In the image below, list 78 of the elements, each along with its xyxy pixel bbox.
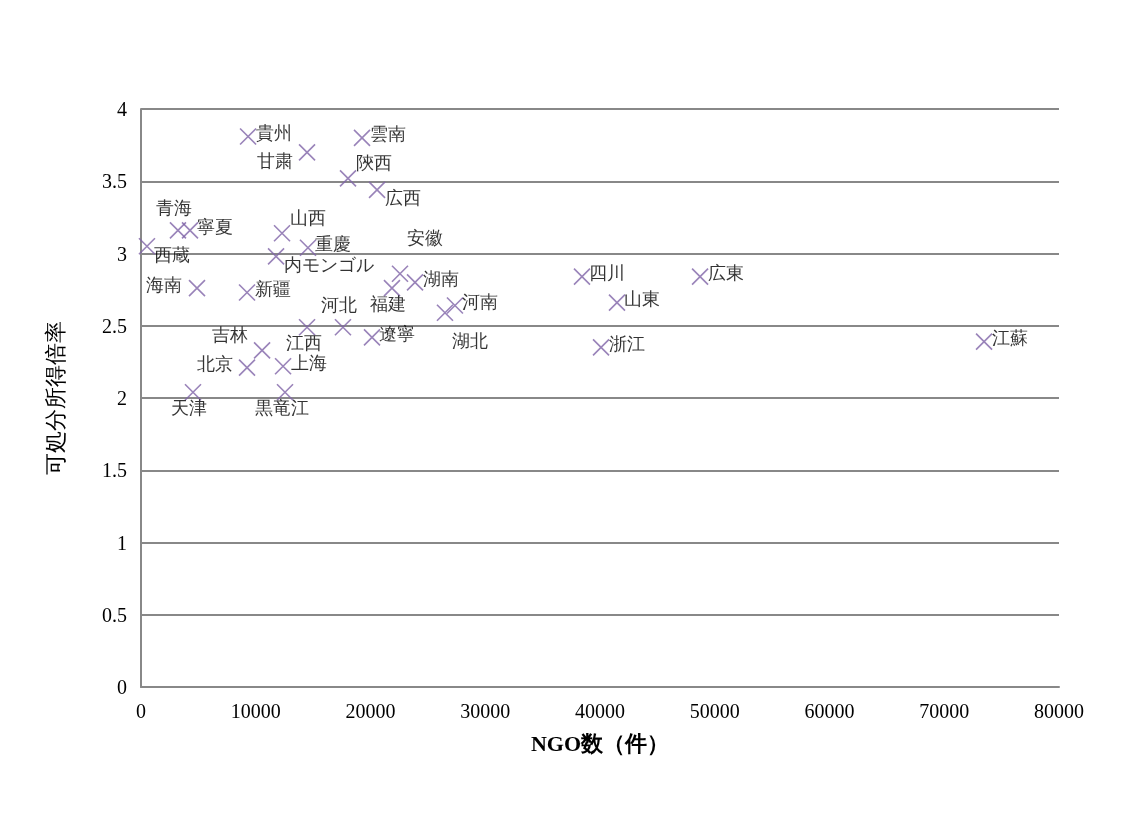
series-label: 上海 — [290, 352, 327, 373]
series-label: 河南 — [462, 292, 499, 313]
point — [169, 221, 187, 240]
point — [334, 318, 352, 336]
x-axis-title: NGO数（件） — [530, 730, 670, 756]
x-tick-label: 60000 — [804, 700, 855, 722]
point — [436, 303, 454, 322]
series-label: 江西 — [285, 332, 322, 353]
series-label: 北京 — [196, 354, 233, 375]
x-tick-label: 0 — [136, 700, 146, 722]
point — [608, 293, 626, 312]
point — [299, 238, 317, 257]
point — [238, 358, 256, 377]
y-tick-label: 1 — [117, 531, 127, 554]
y-tick-label: 3 — [117, 242, 127, 265]
series-label: 遼寧 — [379, 323, 416, 344]
point — [253, 341, 271, 360]
y-tick-label: 1.5 — [102, 459, 127, 482]
series-label: 広東 — [707, 263, 744, 284]
x-tick-label: 40000 — [575, 700, 625, 722]
point — [188, 279, 206, 297]
series-label: 山東 — [624, 289, 661, 310]
point — [239, 127, 257, 146]
y-tick-label: 4 — [117, 98, 127, 120]
point — [363, 328, 381, 347]
point — [691, 267, 709, 286]
point — [339, 169, 357, 188]
series-label: 青海 — [156, 197, 193, 218]
point — [446, 296, 464, 315]
x-tick-label: 10000 — [230, 700, 281, 722]
point — [238, 283, 256, 302]
x-tick-label: 50000 — [689, 700, 740, 722]
x-tick-label: 70000 — [919, 700, 970, 722]
series-label: 四川 — [589, 263, 626, 284]
series-label: 黒竜江 — [254, 397, 309, 418]
series-label: 湖南 — [422, 268, 459, 289]
point — [353, 129, 371, 147]
point — [273, 224, 291, 243]
point — [406, 273, 424, 292]
series-label: 内モンゴル — [283, 254, 374, 275]
y-tick-label: 2 — [117, 387, 127, 409]
y-tick-label: 0 — [117, 676, 127, 698]
point — [391, 264, 409, 283]
series-label: 新疆 — [254, 279, 291, 300]
point — [298, 143, 316, 162]
series-label: 海南 — [146, 274, 183, 295]
y-tick-label: 0.5 — [102, 603, 127, 626]
series-label: 重慶 — [315, 234, 352, 255]
series-label: 山西 — [289, 207, 326, 228]
series-label: 陝西 — [355, 152, 392, 173]
series-label: 広西 — [384, 188, 421, 209]
point — [138, 237, 156, 256]
point — [181, 221, 199, 240]
series-label: 福建 — [370, 293, 407, 314]
series-label: 湖北 — [452, 331, 489, 352]
point — [573, 267, 591, 286]
series-label: 寧夏 — [197, 216, 234, 237]
series-label: 浙江 — [608, 333, 645, 354]
y-axis-title: 可処分所得倍率 — [42, 321, 68, 475]
series-label: 江蘇 — [991, 328, 1028, 349]
point — [298, 318, 316, 336]
point — [975, 332, 993, 351]
point — [592, 338, 610, 357]
series-label: 吉林 — [211, 324, 248, 345]
series-label: 甘粛 — [256, 150, 293, 171]
series-label: 貴州 — [255, 122, 292, 143]
series-label: 雲南 — [369, 124, 406, 145]
y-tick-label: 2.5 — [102, 314, 127, 337]
series-label: 安徽 — [407, 228, 444, 249]
x-tick-label: 30000 — [460, 700, 511, 722]
x-tick-label: 20000 — [345, 700, 396, 722]
series-label: 天津 — [171, 397, 208, 418]
point — [274, 357, 292, 376]
x-tick-label: 80000 — [1034, 700, 1084, 722]
point — [368, 181, 386, 199]
y-tick-label: 3.5 — [102, 170, 127, 193]
series-label: 河北 — [321, 294, 358, 315]
point — [267, 247, 285, 266]
